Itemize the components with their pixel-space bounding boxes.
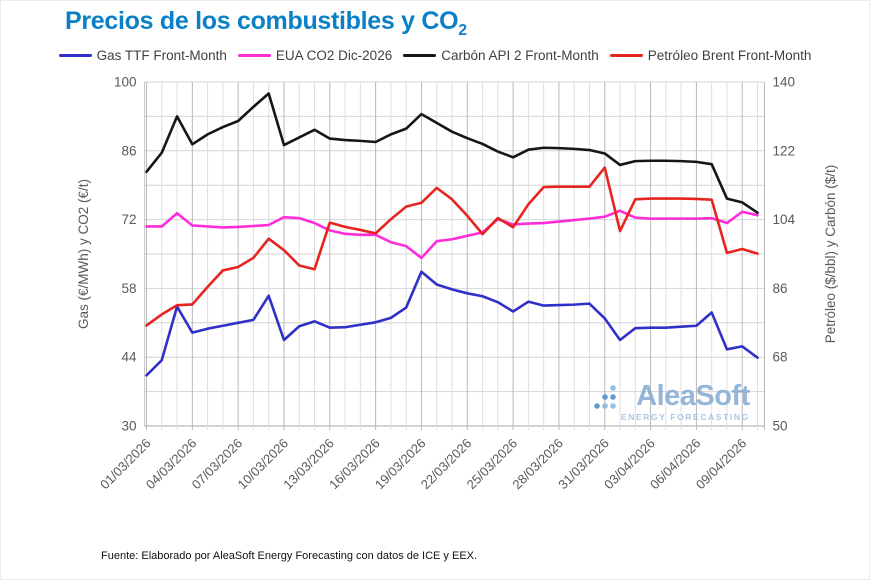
source-footnote: Fuente: Elaborado por AleaSoft Energy Fo… (101, 550, 478, 562)
legend-label: Gas TTF Front-Month (96, 48, 227, 63)
series-line-2 (145, 92, 759, 215)
chart-legend: Gas TTF Front-Month EUA CO2 Dic-2026 Car… (1, 48, 869, 63)
chart-title-main: Precios de los combustibles y CO (65, 7, 459, 35)
svg-text:44: 44 (121, 350, 137, 365)
legend-label: EUA CO2 Dic-2026 (275, 48, 393, 63)
svg-text:140: 140 (773, 75, 796, 90)
series-line-3 (145, 166, 759, 327)
aleasoft-watermark: AleaSoft ENERGY FORECASTING (593, 382, 750, 422)
svg-text:Gas (€/MWh) y CO2 (€/t): Gas (€/MWh) y CO2 (€/t) (76, 179, 91, 329)
svg-text:122: 122 (773, 143, 796, 158)
legend-label: Carbón API 2 Front-Month (441, 48, 599, 63)
svg-text:100: 100 (114, 75, 137, 90)
chart-title-subscript: 2 (458, 22, 467, 39)
legend-item-brent: Petróleo Brent Front-Month (609, 48, 812, 63)
watermark-brand-name: AleaSoft (636, 380, 750, 412)
watermark-tagline: ENERGY FORECASTING (621, 412, 750, 422)
legend-line-swatch-gas (58, 53, 92, 58)
svg-text:Petróleo ($/bbl) y Carbón ($/t: Petróleo ($/bbl) y Carbón ($/t) (823, 165, 838, 344)
series-line-0 (145, 270, 759, 377)
svg-text:30: 30 (121, 419, 136, 434)
svg-text:50: 50 (773, 419, 788, 434)
svg-text:104: 104 (773, 212, 796, 227)
legend-line-swatch-carbon (403, 53, 437, 58)
svg-text:58: 58 (121, 281, 136, 296)
legend-label: Petróleo Brent Front-Month (647, 48, 812, 63)
chart-title: Precios de los combustibles y CO2 (65, 7, 467, 40)
svg-text:86: 86 (773, 281, 788, 296)
aleasoft-logo-icon (594, 385, 616, 409)
legend-item-carbon-api2: Carbón API 2 Front-Month (403, 48, 599, 63)
legend-item-gas-ttf: Gas TTF Front-Month (58, 48, 227, 63)
legend-line-swatch-eua (237, 53, 271, 58)
series-line-1 (145, 209, 759, 260)
svg-text:86: 86 (121, 143, 136, 158)
legend-item-eua-co2: EUA CO2 Dic-2026 (237, 48, 393, 63)
gridlines (144, 81, 765, 430)
svg-text:68: 68 (773, 350, 788, 365)
legend-line-swatch-brent (609, 53, 643, 58)
svg-text:72: 72 (121, 212, 136, 227)
axis-labels: 100867258443014012210486685001/03/202604… (76, 75, 838, 493)
